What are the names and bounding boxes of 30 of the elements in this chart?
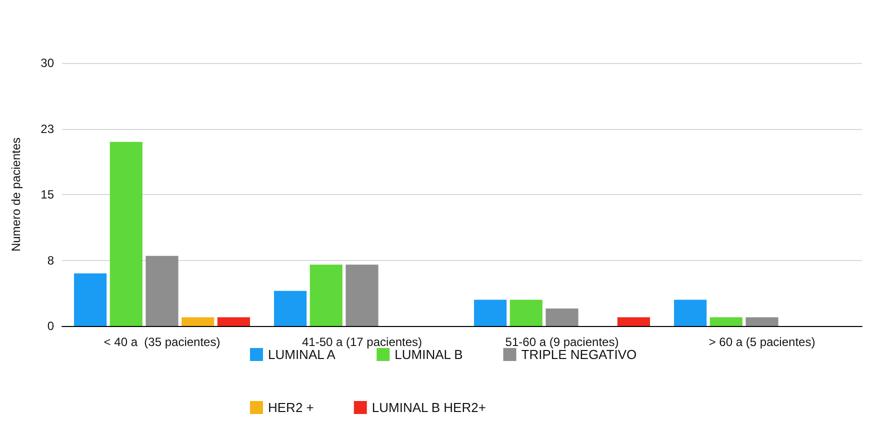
- bar: [474, 300, 507, 326]
- y-tick-label: 8: [47, 253, 54, 268]
- bar: [274, 290, 307, 326]
- legend-label: LUMINAL A: [268, 347, 336, 362]
- legend-label: LUMINAL B HER2+: [372, 400, 486, 415]
- x-tick-label: 51-60 a (9 pacientes): [505, 335, 619, 349]
- bar: [746, 317, 778, 326]
- legend-label: TRIPLE NEGATIVO: [521, 347, 637, 362]
- bar: [346, 264, 378, 326]
- x-tick-label: > 60 a (5 pacientes): [708, 335, 816, 349]
- y-tick-label: 30: [40, 56, 54, 70]
- x-tick-label: 41-50 a (17 pacientes): [302, 335, 422, 349]
- bar: [310, 264, 342, 326]
- bar: [546, 308, 578, 326]
- bar: [510, 300, 542, 326]
- y-tick-label: 0: [47, 319, 54, 333]
- bar: [617, 317, 650, 326]
- bar: [146, 256, 178, 326]
- y-axis-title: Numero de pacientes: [9, 137, 23, 252]
- bar: [110, 142, 142, 326]
- bar: [182, 317, 214, 326]
- x-tick-label: < 40 a (35 pacientes): [104, 335, 220, 349]
- bar: [674, 300, 707, 326]
- y-tick-label: 15: [40, 188, 54, 202]
- bar: [74, 273, 107, 326]
- bar: [710, 317, 742, 326]
- legend-label: HER2 +: [268, 400, 314, 415]
- bar: [217, 317, 250, 326]
- legend-label: LUMINAL B: [394, 347, 463, 362]
- y-tick-label: 23: [40, 122, 54, 136]
